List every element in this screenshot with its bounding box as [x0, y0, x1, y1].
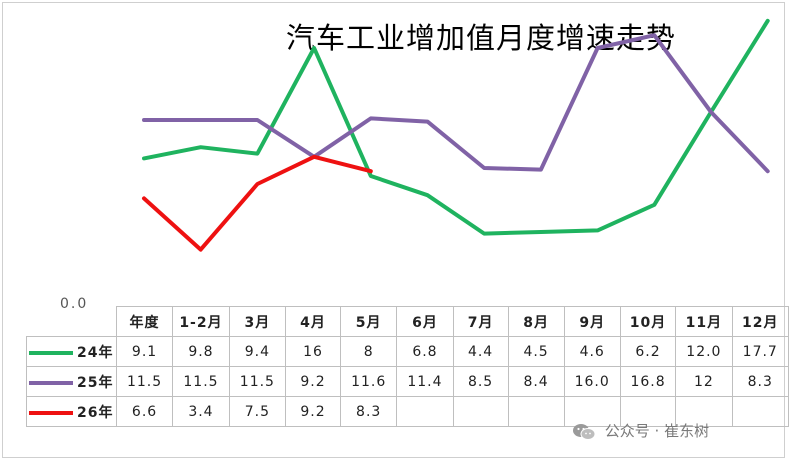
- watermark: 公众号 · 崔东树: [572, 420, 709, 441]
- data-cell: 8: [340, 336, 398, 367]
- data-cell: 8.5: [452, 366, 509, 397]
- watermark-text: 公众号 · 崔东树: [604, 422, 710, 440]
- data-cell: [563, 396, 621, 427]
- data-cell: 17.7: [731, 336, 789, 367]
- data-cell: [507, 396, 565, 427]
- data-cell: 6.6: [115, 396, 174, 427]
- y-axis-zero-label: 0.0: [60, 296, 89, 312]
- category-label: 8月: [507, 306, 565, 337]
- series-row: 24年 9.1 9.8 9.4 16 8 6.8 4.4 4.5 4.6 6.2 12.0 17.7: [26, 336, 789, 367]
- data-cell: 4.5: [507, 336, 565, 367]
- data-cell: 9.4: [228, 336, 287, 367]
- legend-label: 24年: [77, 344, 114, 361]
- data-cell: 9.8: [172, 336, 230, 367]
- data-cell: 8.3: [340, 396, 398, 427]
- data-cell: 16.8: [619, 366, 677, 397]
- data-cell: 11.5: [115, 366, 174, 397]
- category-label: 11月: [675, 306, 733, 337]
- series-line: [142, 154, 373, 252]
- category-label: 7月: [452, 306, 509, 337]
- legend-entry: 24年: [26, 336, 117, 367]
- legend-swatch: [29, 350, 73, 355]
- data-cell: 12.0: [675, 336, 733, 367]
- wechat-icon: [573, 423, 596, 440]
- data-cell: 4.4: [452, 336, 509, 367]
- series-line: [142, 18, 770, 236]
- category-label: 10月: [619, 306, 677, 337]
- data-cell: 4.6: [563, 336, 621, 367]
- legend-label: 26年: [77, 404, 114, 421]
- legend-label: 25年: [77, 374, 114, 391]
- data-cell: 11.4: [396, 366, 454, 397]
- data-cell: 8.3: [731, 366, 789, 397]
- data-cell: [675, 396, 733, 427]
- table-corner: [27, 307, 117, 337]
- data-cell: 9.2: [285, 366, 342, 397]
- category-label: 9月: [563, 306, 621, 337]
- legend-swatch: [29, 380, 73, 385]
- table-header-row: 年度 1-2月 3月 4月 5月 6月 7月 8月 9月 10月 11月 12月: [27, 306, 789, 337]
- category-label: 6月: [396, 306, 454, 337]
- data-cell: 8.4: [507, 366, 565, 397]
- category-label: 4月: [285, 306, 342, 337]
- chart-frame: [2, 2, 785, 458]
- category-label: 1-2月: [172, 306, 230, 337]
- category-label: 3月: [228, 306, 287, 337]
- legend-entry: 26年: [26, 396, 117, 427]
- series-row: 25年 11.5 11.5 11.5 9.2 11.6 11.4 8.5 8.4 16.0 16.8…: [26, 366, 789, 397]
- series-line: [142, 33, 770, 174]
- legend-entry: 25年: [26, 366, 117, 397]
- series-row: 26年 6.6 3.4 7.5 9.2 8.3: [26, 396, 789, 427]
- data-cell: [396, 396, 454, 427]
- data-cell: 7.5: [228, 396, 287, 427]
- legend-swatch: [29, 410, 73, 415]
- data-cell: 6.8: [396, 336, 454, 367]
- data-cell: 16.0: [563, 366, 621, 397]
- data-cell: 12: [675, 366, 733, 397]
- category-label: 5月: [340, 306, 398, 337]
- data-cell: 11.5: [228, 366, 287, 397]
- data-cell: 3.4: [172, 396, 230, 427]
- data-cell: [452, 396, 509, 427]
- chart-title: 汽车工业增加值月度增速走势: [286, 21, 677, 55]
- data-cell: 9.1: [115, 336, 174, 367]
- data-cell: 11.5: [172, 366, 230, 397]
- category-label: 12月: [731, 306, 789, 337]
- data-cell: 16: [285, 336, 342, 367]
- data-cell: 11.6: [340, 366, 398, 397]
- data-table: 年度 1-2月 3月 4月 5月 6月 7月 8月 9月 10月 11月 12月 24年 9.1 9.8 9.…: [26, 306, 789, 427]
- data-cell: 9.2: [285, 396, 342, 427]
- data-cell: 6.2: [619, 336, 677, 367]
- data-cell: [619, 396, 677, 427]
- category-label: 年度: [115, 306, 174, 337]
- data-cell: [731, 396, 789, 427]
